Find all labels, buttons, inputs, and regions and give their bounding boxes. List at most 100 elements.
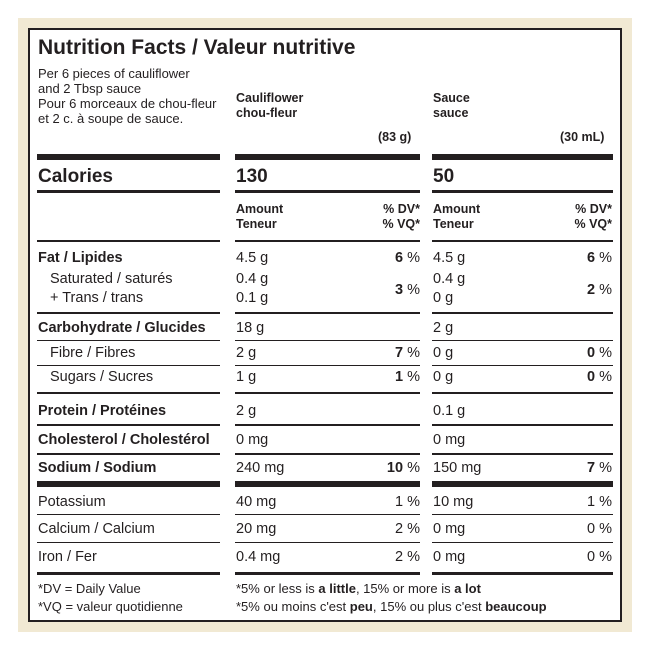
dv-label: % DV* — [383, 202, 420, 216]
amount-label: Amount — [236, 202, 284, 216]
serving-line-4: et 2 c. à soupe de sauce. — [38, 111, 184, 126]
cauliflower-trans-amount: 0.1 g — [236, 290, 269, 306]
rule-thin — [37, 392, 220, 394]
rule-hair — [37, 340, 220, 341]
sodium-label: Sodium / Sodium — [38, 460, 157, 476]
footnote-french: *5% ou moins c'est peu, 15% ou plus c'es… — [236, 599, 547, 614]
rule-thin — [235, 424, 420, 426]
teneur-label: Teneur — [236, 217, 277, 231]
cauliflower-sodium-dv: 10 % — [386, 460, 420, 476]
cauliflower-protein-amount: 2 g — [236, 403, 257, 419]
cauliflower-calories: 130 — [236, 166, 268, 187]
carbohydrate-label: Carbohydrate / Glucides — [38, 320, 206, 336]
rule-thin — [432, 453, 613, 455]
dv-label: % DV* — [575, 202, 612, 216]
sauce-size: (30 mL) — [560, 130, 605, 144]
cauliflower-fibre-amount: 2 g — [236, 345, 257, 361]
label-title: Nutrition Facts / Valeur nutritive — [38, 36, 356, 59]
sauce-sugars-dv: 0 % — [586, 369, 612, 385]
rule-thin — [235, 312, 420, 314]
fat-label: Fat / Lipides — [38, 250, 123, 266]
footnote-guidance: *5% or less is a little, 15% or more is … — [236, 580, 547, 616]
rule-thin — [37, 424, 220, 426]
rule-thick — [432, 481, 613, 487]
sauce-amount-header: Amount Teneur — [433, 202, 480, 232]
rule-hair — [235, 514, 420, 515]
saturated-label: Saturated / saturés — [50, 271, 173, 287]
cauliflower-sat-trans-dv: 3 % — [394, 282, 420, 298]
rule-hair — [432, 340, 613, 341]
footnote-english: *5% or less is a little, 15% or more is … — [236, 581, 481, 596]
sauce-calories: 50 — [433, 166, 455, 187]
sauce-sat-trans-dv: 2 % — [586, 282, 612, 298]
fibre-label: Fibre / Fibres — [50, 345, 136, 361]
rule-thick — [37, 154, 220, 160]
rule-thin — [235, 392, 420, 394]
sauce-fat-dv: 6 % — [586, 250, 612, 266]
footnote-vq: *VQ = valeur quotidienne — [38, 599, 183, 614]
sauce-carb-amount: 2 g — [433, 320, 454, 336]
rule-medium — [235, 240, 420, 242]
rule-medium — [432, 240, 613, 242]
rule-thick — [37, 481, 220, 487]
footnote-definitions: *DV = Daily Value *VQ = valeur quotidien… — [38, 580, 183, 616]
cauliflower-header: Cauliflower chou-fleur — [236, 91, 303, 121]
rule-hair — [432, 542, 613, 543]
nutrition-facts-panel: Nutrition Facts / Valeur nutritive Per 6… — [28, 28, 622, 622]
rule-medium — [37, 572, 220, 575]
potassium-label: Potassium — [38, 494, 106, 510]
calories-label: Calories — [38, 166, 113, 187]
footnote-dv: *DV = Daily Value — [38, 581, 141, 596]
protein-label: Protein / Protéines — [38, 403, 167, 419]
cauliflower-cholesterol-amount: 0 mg — [236, 432, 269, 448]
rule-hair — [235, 542, 420, 543]
teneur-label: Teneur — [433, 217, 474, 231]
vq-label: % VQ* — [574, 217, 612, 231]
sauce-iron-amount: 0 mg — [433, 549, 466, 565]
rule-medium — [37, 240, 220, 242]
cauliflower-amount-header: Amount Teneur — [236, 202, 283, 232]
cauliflower-calcium-dv: 2 % — [394, 521, 420, 537]
cauliflower-sugars-amount: 1 g — [236, 369, 257, 385]
cholesterol-label: Cholesterol / Cholestérol — [38, 432, 210, 448]
sauce-sodium-amount: 150 mg — [433, 460, 482, 476]
rule-hair — [37, 542, 220, 543]
cauliflower-iron-dv: 2 % — [394, 549, 420, 565]
sauce-fat-amount: 4.5 g — [433, 250, 466, 266]
sauce-name-fr: sauce — [433, 106, 469, 120]
sauce-potassium-dv: 1 % — [586, 494, 612, 510]
cauliflower-sugars-dv: 1 % — [394, 369, 420, 385]
sauce-sodium-dv: 7 % — [586, 460, 612, 476]
sauce-cholesterol-amount: 0 mg — [433, 432, 466, 448]
cauliflower-name-en: Cauliflower — [236, 91, 304, 105]
sauce-potassium-amount: 10 mg — [433, 494, 474, 510]
rule-medium — [37, 190, 220, 193]
amount-label: Amount — [433, 202, 481, 216]
sauce-fibre-dv: 0 % — [586, 345, 612, 361]
sauce-name-en: Sauce — [433, 91, 470, 105]
cauliflower-fibre-dv: 7 % — [394, 345, 420, 361]
sauce-protein-amount: 0.1 g — [433, 403, 466, 419]
rule-medium — [235, 190, 420, 193]
sauce-calcium-dv: 0 % — [586, 521, 612, 537]
rule-hair — [235, 340, 420, 341]
cauliflower-calcium-amount: 20 mg — [236, 521, 277, 537]
rule-thin — [432, 424, 613, 426]
rule-thick — [432, 154, 613, 160]
cauliflower-potassium-amount: 40 mg — [236, 494, 277, 510]
sauce-iron-dv: 0 % — [586, 549, 612, 565]
sauce-fibre-amount: 0 g — [433, 345, 454, 361]
cauliflower-carb-amount: 18 g — [236, 320, 265, 336]
sauce-trans-amount: 0 g — [433, 290, 454, 306]
cauliflower-iron-amount: 0.4 mg — [236, 549, 281, 565]
rule-hair — [432, 514, 613, 515]
cauliflower-fat-amount: 4.5 g — [236, 250, 269, 266]
cauliflower-potassium-dv: 1 % — [394, 494, 420, 510]
serving-line-2: and 2 Tbsp sauce — [38, 81, 142, 96]
serving-line-3: Pour 6 morceaux de chou-fleur — [38, 96, 217, 111]
sauce-calcium-amount: 0 mg — [433, 521, 466, 537]
trans-label: + Trans / trans — [50, 290, 144, 306]
sauce-header: Sauce sauce — [433, 91, 470, 121]
rule-hair — [37, 514, 220, 515]
rule-thin — [37, 312, 220, 314]
